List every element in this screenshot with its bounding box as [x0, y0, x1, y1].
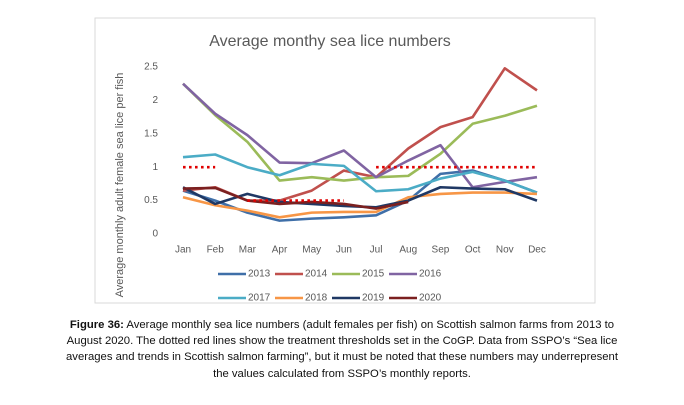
- y-tick-label: 0.5: [144, 195, 158, 206]
- caption-text: Average monthly sea lice numbers (adult …: [123, 319, 615, 331]
- legend-label: 2018: [305, 293, 328, 304]
- line-series: [182, 191, 538, 219]
- caption-line: Figure 36: Average monthly sea lice numb…: [0, 317, 684, 333]
- legend-label: 2019: [362, 293, 385, 304]
- legend-label: 2020: [419, 293, 442, 304]
- caption-line: the values calculated from SSPO’s monthl…: [0, 366, 684, 382]
- y-tick-label: 1: [152, 162, 158, 173]
- y-tick-label: 2.5: [144, 62, 158, 73]
- caption: Figure 36: Average monthly sea lice numb…: [0, 317, 684, 382]
- legend-label: 2016: [419, 269, 442, 280]
- x-tick-label: Apr: [272, 245, 288, 256]
- x-tick-label: May: [302, 245, 321, 256]
- x-tick-label: Jan: [175, 245, 191, 256]
- caption-label: Figure 36:: [69, 319, 124, 331]
- y-axis-label: Average monthly adult female sea lice pe…: [114, 73, 126, 298]
- x-tick-label: Dec: [528, 245, 546, 256]
- x-tick-label: Feb: [207, 245, 225, 256]
- caption-text: averages and trends in Scottish salmon f…: [66, 351, 618, 364]
- x-tick-label: Oct: [465, 245, 481, 256]
- legend-label: 2017: [248, 293, 271, 304]
- chart: Average monthy sea lice numbers Average …: [94, 17, 596, 304]
- x-tick-label: Sep: [432, 245, 450, 256]
- chart-title: Average monthy sea lice numbers: [209, 33, 451, 50]
- caption-line: averages and trends in Scottish salmon f…: [0, 349, 684, 365]
- caption-line: August 2020. The dotted red lines show t…: [0, 333, 684, 349]
- legend-label: 2014: [305, 269, 328, 280]
- legend-label: 2015: [362, 269, 385, 280]
- x-tick-label: Nov: [496, 245, 514, 256]
- x-tick-label: Jul: [370, 245, 383, 256]
- x-tick-label: Aug: [399, 245, 417, 256]
- y-tick-label: 0: [152, 229, 158, 240]
- legend-label: 2013: [248, 269, 271, 280]
- line-series: [182, 153, 538, 194]
- x-tick-label: Mar: [239, 245, 257, 256]
- x-tick-label: Jun: [336, 245, 352, 256]
- chart-border: [94, 17, 596, 304]
- line-series: [182, 67, 538, 202]
- caption-text: the values calculated from SSPO’s monthl…: [213, 367, 471, 380]
- y-tick-label: 2: [152, 95, 158, 106]
- y-tick-label: 1.5: [144, 128, 158, 139]
- caption-text: August 2020. The dotted red lines show t…: [66, 335, 618, 348]
- line-series: [182, 82, 538, 189]
- line-series: [182, 186, 409, 210]
